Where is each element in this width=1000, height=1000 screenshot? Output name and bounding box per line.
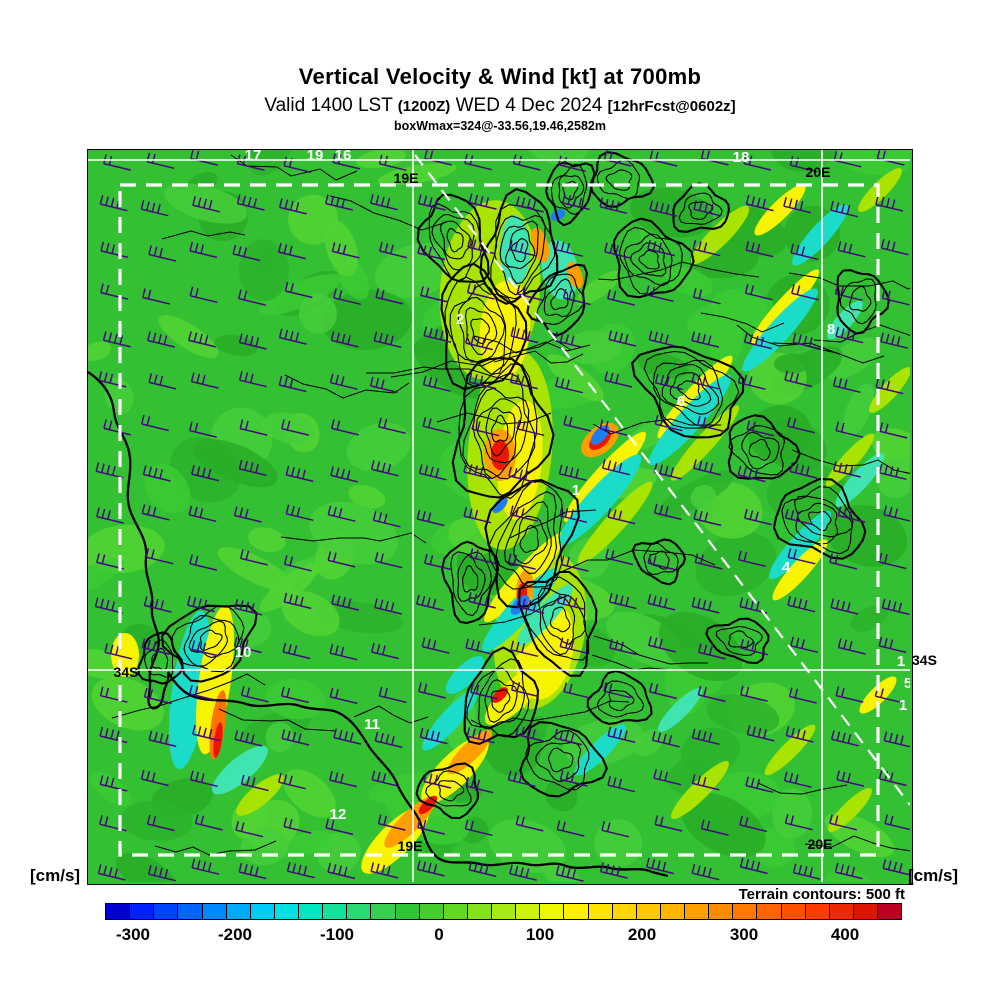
- colorbar-tick-label: 100: [525, 925, 555, 944]
- colorbar-segment: [492, 904, 517, 919]
- colorbar-segment: [636, 904, 661, 919]
- colorbar-tick-label: 400: [830, 925, 860, 944]
- colorbar-segment: [395, 904, 420, 919]
- colorbar-segment: [419, 904, 444, 919]
- region-label: 4: [782, 559, 791, 576]
- region-label: 1: [897, 653, 905, 670]
- valid-time-text: Valid 1400 LST: [264, 95, 398, 116]
- units-label-left: [cm/s]: [30, 866, 81, 885]
- forecast-cycle-text: [12hrFcst@0602z]: [607, 98, 736, 115]
- region-label: 1: [572, 482, 580, 499]
- colorbar-segment: [564, 904, 589, 919]
- region-label: 8: [827, 321, 835, 338]
- colorbar-segment: [371, 904, 396, 919]
- colorbar-segment: [323, 904, 348, 919]
- latitude-label-right: 34S: [912, 652, 937, 668]
- colorbar-segment: [709, 904, 734, 919]
- colorbar-segment: [878, 904, 902, 919]
- region-label: 18: [733, 150, 750, 166]
- region-label: 1: [899, 697, 907, 714]
- valid-date-text: WED 4 Dec 2024: [450, 95, 608, 116]
- colorbar-segment: [106, 904, 131, 919]
- colorbar-segment: [733, 904, 758, 919]
- colorbar-segment: [685, 904, 710, 919]
- wind-barbs: [94, 150, 910, 882]
- geo-label: 20E: [808, 836, 833, 852]
- colorbar-tick-label: 300: [729, 925, 759, 944]
- colorbar-segment: [588, 904, 613, 919]
- colorbar-segment: [853, 904, 878, 919]
- geo-label: 34S: [114, 664, 139, 680]
- region-label: 11: [364, 716, 380, 733]
- wmax-annotation: boxWmax=324@-33.56,19.46,2582m: [394, 119, 606, 133]
- colorbar-segment: [274, 904, 299, 919]
- colorbar-tick-label: -200: [217, 925, 253, 944]
- terrain-contours-note: Terrain contours: 500 ft: [738, 886, 905, 903]
- region-label: 17: [245, 150, 262, 164]
- colorbar-segment: [443, 904, 468, 919]
- colorbar-segment: [829, 904, 854, 919]
- terrain-shading: [88, 150, 910, 882]
- colorbar-segment: [467, 904, 492, 919]
- colorbar-segment: [226, 904, 251, 919]
- region-label: 16: [335, 150, 352, 164]
- colorbar-segment: [347, 904, 372, 919]
- graticule: [88, 150, 910, 882]
- weather-map: 17 19 16 18 2 8 6 1 4 10 11 12 1 5 1 19E 20E 19E 20E 34S: [87, 149, 913, 885]
- colorbar-tick-label: -300: [115, 925, 151, 944]
- colorbar-segment: [178, 904, 203, 919]
- colorbar-segment: [202, 904, 227, 919]
- region-label: 19: [307, 150, 324, 164]
- region-label: 10: [235, 644, 252, 661]
- colorbar-tick-label: -100: [319, 925, 355, 944]
- region-label: 6: [677, 393, 685, 410]
- colorbar-segment: [781, 904, 806, 919]
- colorbar-segment: [757, 904, 782, 919]
- colorbar-segment: [805, 904, 830, 919]
- map-labels: 17 19 16 18 2 8 6 1 4 10 11 12 1 5 1 19E 20E 19E 20E 34S: [114, 150, 910, 854]
- colorbar-segment: [299, 904, 324, 919]
- colorbar-segment: [250, 904, 275, 919]
- colorbar-tick-label: 0: [434, 925, 444, 944]
- colorbar: [105, 903, 902, 920]
- colorbar-ticks: -300 -200 -100 0 100 200 300 400: [0, 925, 1000, 949]
- zulu-time-text: (1200Z): [397, 98, 451, 115]
- map-canvas: 17 19 16 18 2 8 6 1 4 10 11 12 1 5 1 19E 20E 19E 20E 34S: [88, 150, 910, 882]
- colorbar-segment: [516, 904, 541, 919]
- geo-label: 19E: [394, 170, 419, 186]
- region-label: 5: [904, 675, 910, 692]
- colorbar-segment: [540, 904, 565, 919]
- colorbar-segment: [130, 904, 155, 919]
- units-label-right: [cm/s]: [908, 866, 959, 885]
- geo-label: 19E: [398, 838, 423, 854]
- valid-time-subtitle: Valid 1400 LST (1200Z) WED 4 Dec 2024 [1…: [0, 95, 1000, 117]
- colorbar-tick-label: 200: [627, 925, 657, 944]
- geo-label: 20E: [806, 164, 831, 180]
- page-title: Vertical Velocity & Wind [kt] at 700mb: [298, 64, 702, 89]
- colorbar-segment: [154, 904, 179, 919]
- region-label: 2: [456, 311, 464, 328]
- region-label: 12: [330, 806, 347, 823]
- colorbar-segment: [612, 904, 637, 919]
- colorbar-segment: [660, 904, 685, 919]
